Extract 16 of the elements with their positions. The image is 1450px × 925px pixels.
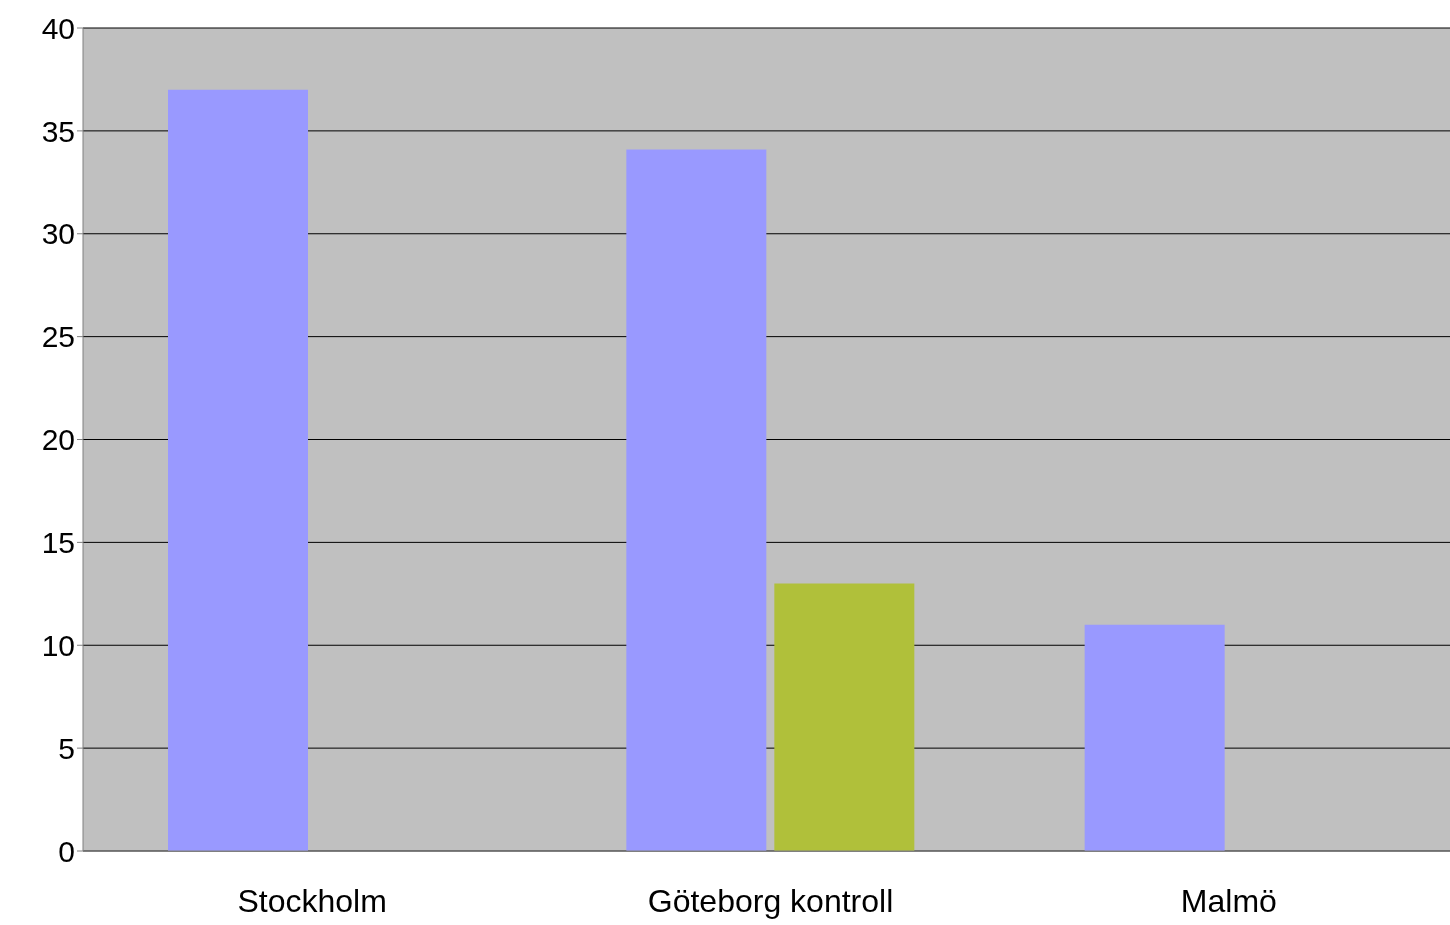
x-tick-label: Malmö	[1180, 882, 1277, 919]
y-tick-label: 20	[41, 423, 75, 457]
y-tick-label: 5	[58, 731, 75, 765]
bar	[1084, 624, 1225, 851]
y-tick-label: 10	[41, 628, 75, 662]
y-tick-label: 25	[41, 320, 75, 354]
y-tick-label: 0	[58, 834, 75, 868]
bar	[168, 89, 308, 851]
x-tick-label: Göteborg kontroll	[647, 882, 894, 919]
y-tick-label: 30	[41, 217, 75, 251]
bar	[774, 583, 915, 851]
x-tick-label: Stockholm	[237, 882, 387, 919]
y-tick-label: 15	[41, 526, 75, 560]
y-tick-label: 40	[41, 11, 75, 45]
y-tick-label: 35	[41, 114, 75, 148]
bar	[626, 149, 767, 851]
